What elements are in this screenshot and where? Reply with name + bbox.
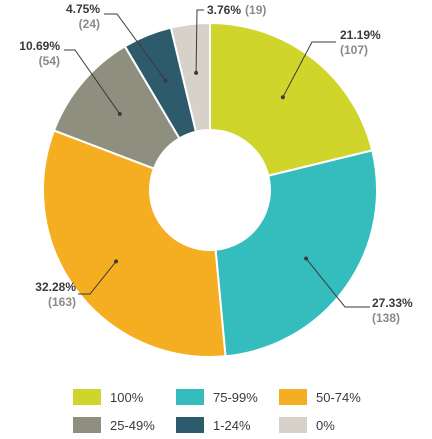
percent-label-25-49pct: 10.69% bbox=[19, 39, 60, 53]
count-label-75-99pct: (138) bbox=[372, 311, 400, 325]
data-label-0pct: 3.76% (19) bbox=[207, 3, 266, 17]
legend-swatch-25-49pct bbox=[73, 417, 101, 433]
leader-line-100pct bbox=[282, 41, 336, 98]
slice-75-99pct bbox=[214, 149, 378, 358]
count-label-100pct: (107) bbox=[340, 43, 368, 57]
leader-line-0pct bbox=[195, 9, 204, 73]
leader-line-50-74pct bbox=[78, 261, 117, 295]
count-label-1-24pct: (24) bbox=[79, 17, 100, 31]
legend-label-0pct: 0% bbox=[316, 418, 335, 433]
leader-line-1-24pct bbox=[104, 13, 167, 81]
legend-label-100pct: 100% bbox=[110, 390, 144, 405]
legend-swatch-1-24pct bbox=[176, 417, 204, 433]
legend-swatch-50-74pct bbox=[279, 389, 307, 405]
legend-label-25-49pct: 25-49% bbox=[110, 418, 155, 433]
slice-labels: 21.19%(107)27.33%(138)32.28%(163)10.69%(… bbox=[19, 2, 413, 325]
percent-label-50-74pct: 32.28% bbox=[35, 280, 76, 294]
chart-legend: 100% 75-99% 50-74% 25-49% 1-24% 0% bbox=[73, 389, 361, 433]
slice-50-74pct bbox=[42, 129, 227, 358]
legend-swatch-100pct bbox=[73, 389, 101, 405]
percent-label-1-24pct: 4.75% bbox=[66, 2, 100, 16]
donut-slices bbox=[42, 21, 378, 358]
leader-line-25-49pct bbox=[64, 49, 121, 115]
legend-swatch-75-99pct bbox=[176, 389, 204, 405]
count-label-50-74pct: (163) bbox=[48, 295, 76, 309]
legend-label-75-99pct: 75-99% bbox=[213, 390, 258, 405]
slice-0pct bbox=[169, 21, 211, 133]
count-label-25-49pct: (54) bbox=[39, 54, 60, 68]
percent-label-100pct: 21.19% bbox=[340, 28, 381, 42]
leader-line-75-99pct bbox=[305, 258, 370, 308]
legend-label-1-24pct: 1-24% bbox=[213, 418, 251, 433]
legend-swatch-0pct bbox=[279, 417, 307, 433]
legend-label-50-74pct: 50-74% bbox=[316, 390, 361, 405]
slice-100pct bbox=[209, 21, 374, 177]
percent-label-75-99pct: 27.33% bbox=[372, 296, 413, 310]
